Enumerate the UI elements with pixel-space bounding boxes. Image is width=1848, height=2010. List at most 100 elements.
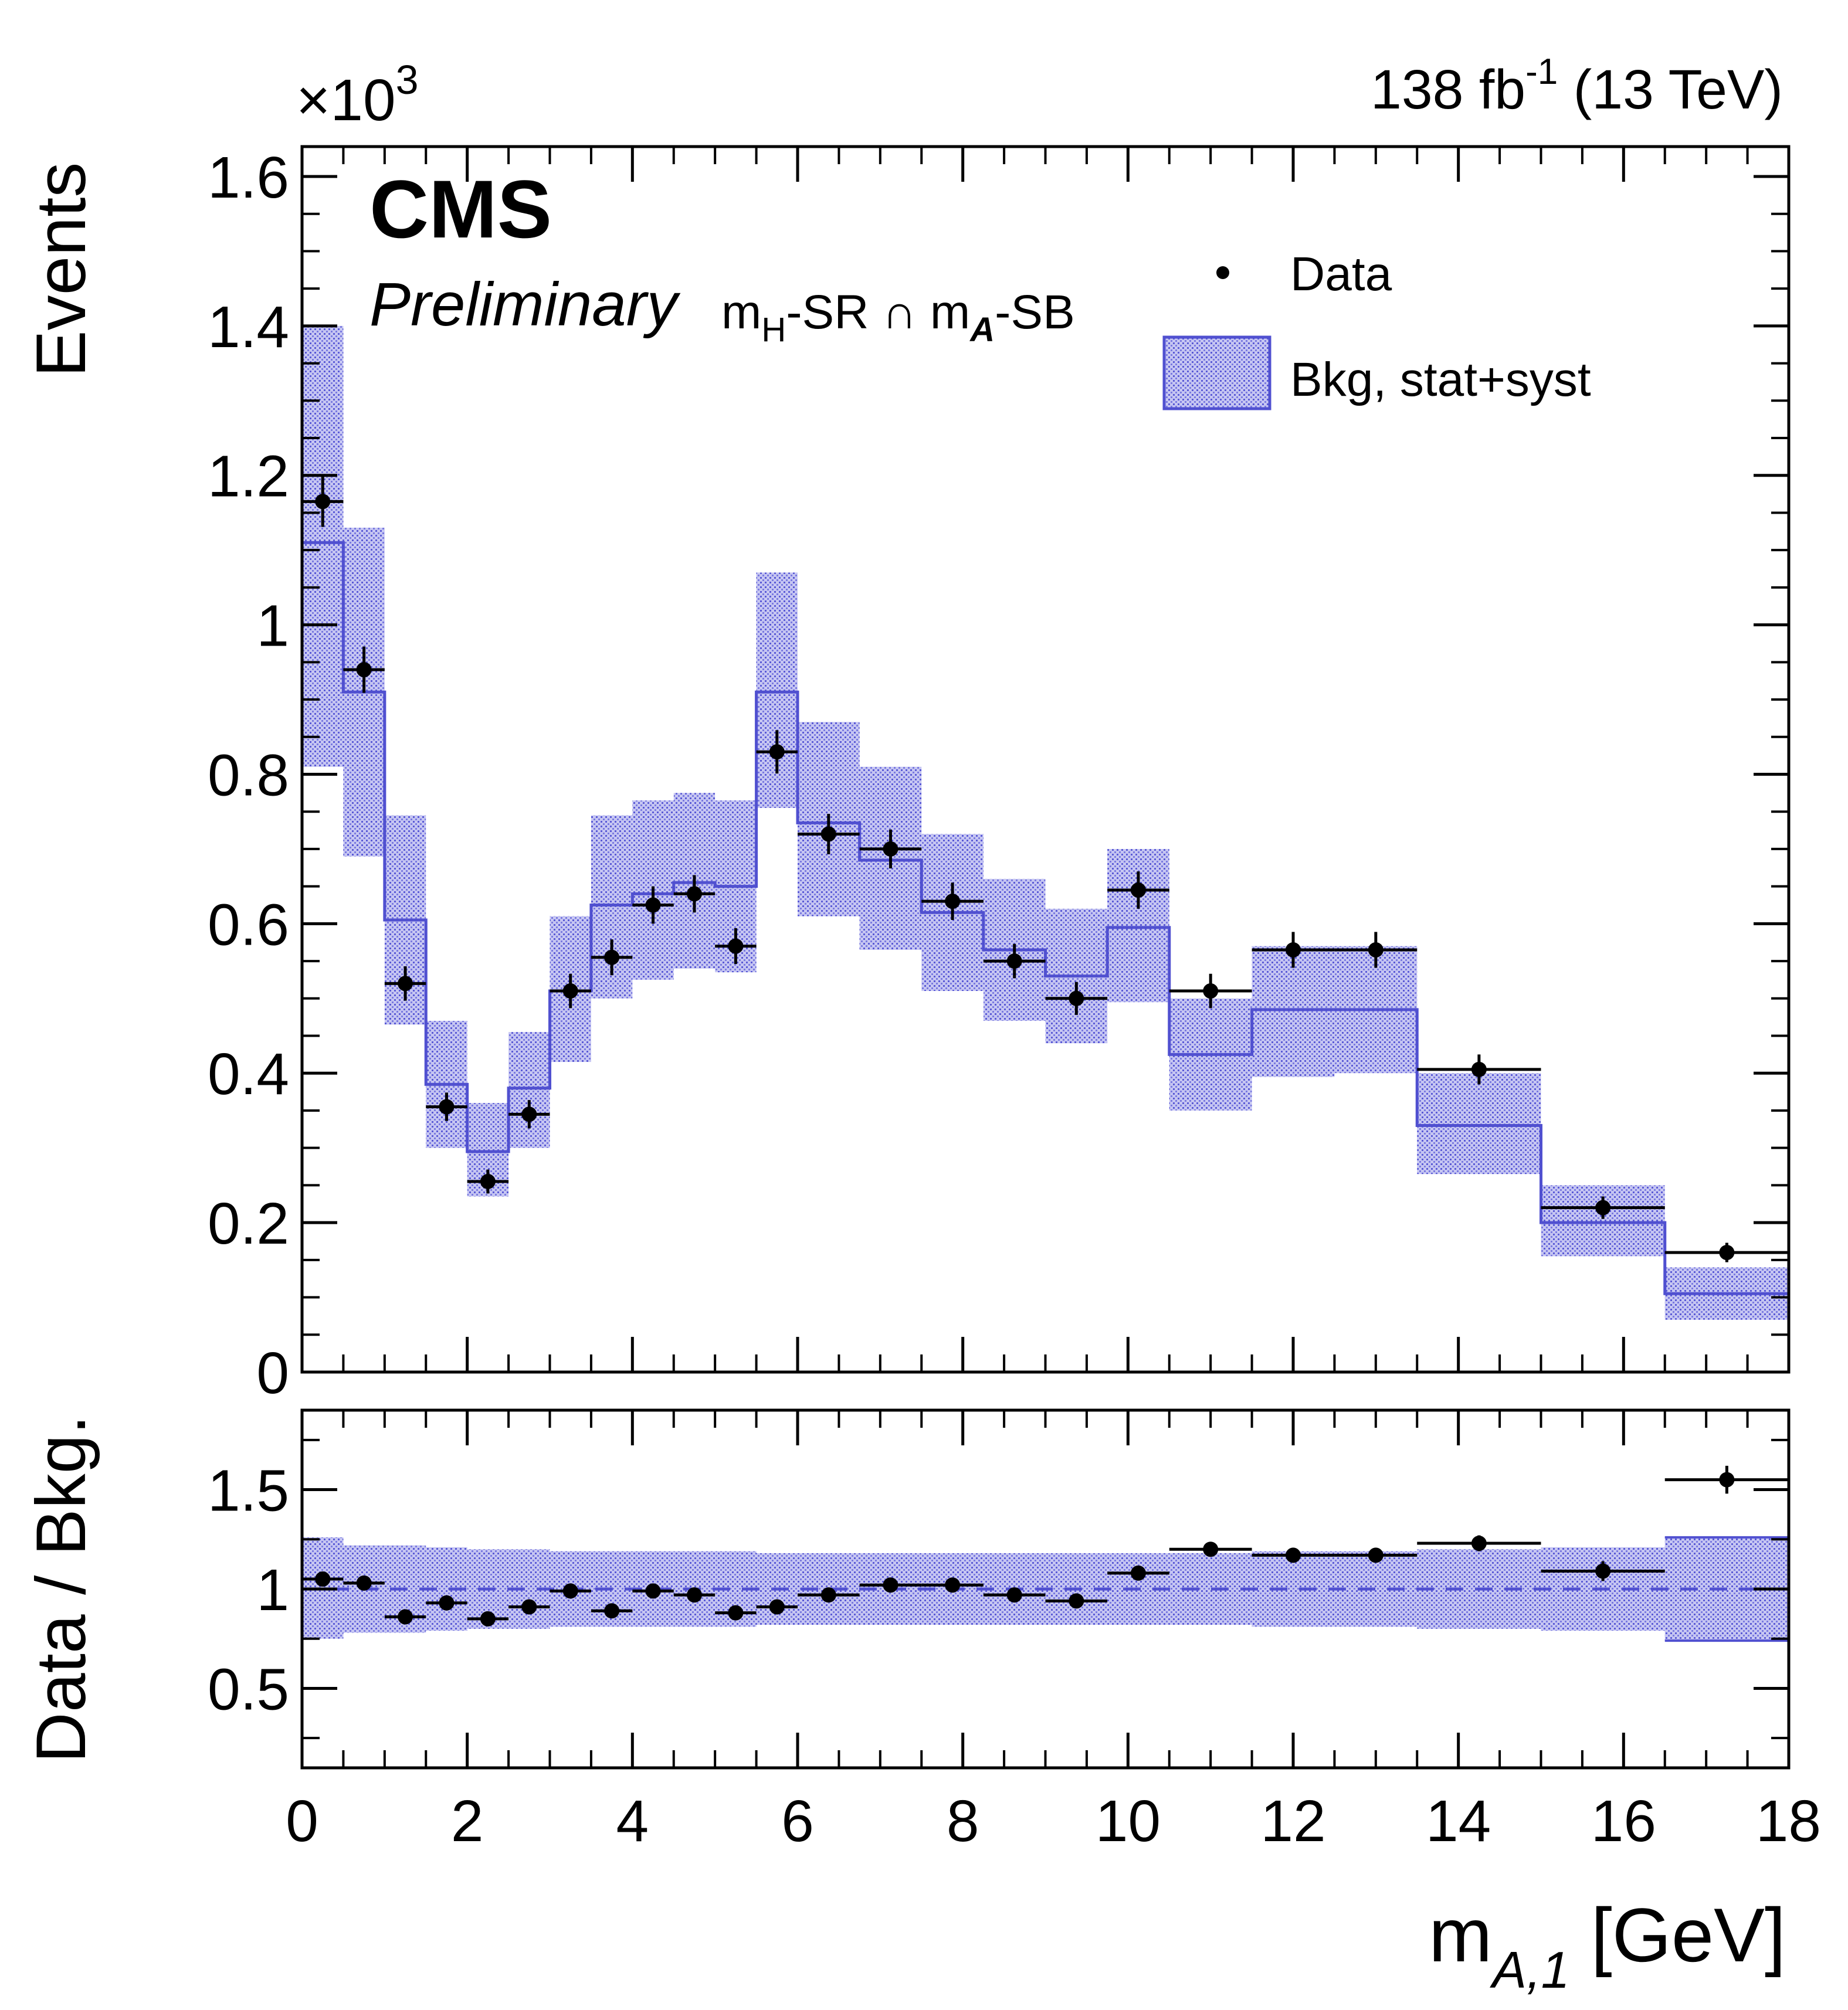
ratio-xtick-label-6: 12: [1260, 1788, 1325, 1854]
main-data-point-3: [439, 1099, 455, 1115]
x-title-unit: [GeV]: [1570, 1892, 1786, 1978]
main-ytick-label-1: 0.2: [208, 1191, 289, 1257]
ratio-y-axis-title: Data / Bkg.: [22, 1415, 100, 1763]
region-label: mH-SR ∩ mA-SB: [721, 286, 1075, 349]
main-data-point-5: [521, 1106, 537, 1122]
main-data-point-12: [820, 826, 836, 842]
main-uncertainty-band: [302, 325, 1789, 1320]
main-data-point-14: [945, 894, 961, 909]
ratio-data-point-21: [1471, 1536, 1487, 1551]
region-end: -SB: [995, 286, 1075, 339]
x-axis-title: mA,1 [GeV]: [1429, 1892, 1786, 1999]
main-ytick-label-6: 1.2: [208, 444, 289, 510]
main-ytick-label-3: 0.6: [208, 892, 289, 958]
main-data-point-21: [1471, 1061, 1487, 1077]
ratio-data-point-8: [645, 1583, 661, 1599]
ratio-xtick-label-4: 8: [947, 1788, 979, 1854]
legend-data-marker: [1216, 266, 1229, 279]
main-band-bin-0: [302, 325, 344, 767]
main-axis-ticks: 0 0.2 0.4 0.6 0.8 1 1.2 1.4 1.6: [208, 145, 1791, 1406]
main-data-point-19: [1286, 942, 1301, 958]
main-band-bin-22: [1541, 1185, 1665, 1257]
exponent-power: 3: [396, 57, 419, 103]
ratio-data-point-4: [480, 1611, 496, 1627]
y-axis-exponent: ×103: [296, 57, 419, 133]
ratio-data-point-0: [315, 1571, 331, 1587]
main-ytick-label-8: 1.6: [208, 145, 289, 210]
ratio-data-point-14: [945, 1577, 961, 1593]
main-band-bin-21: [1417, 1073, 1541, 1174]
ratio-data-point-18: [1203, 1542, 1219, 1557]
main-data-points: [302, 476, 1789, 1262]
ratio-data-point-1: [356, 1575, 372, 1591]
exponent-base: ×10: [296, 67, 396, 133]
main-data-point-8: [645, 897, 661, 913]
ratio-data-point-2: [398, 1609, 413, 1625]
ratio-data-point-13: [883, 1577, 898, 1593]
ratio-data-point-22: [1595, 1563, 1611, 1579]
ratio-xtick-label-3: 6: [781, 1788, 814, 1854]
ratio-data-point-5: [521, 1599, 537, 1615]
main-data-point-15: [1006, 953, 1022, 969]
main-data-point-9: [686, 886, 702, 902]
main-ytick-label-0: 0: [256, 1340, 289, 1406]
ratio-data-point-20: [1368, 1547, 1384, 1563]
lumi-main: 138 fb: [1371, 59, 1525, 121]
region-sub2: A: [969, 311, 995, 349]
ratio-data-point-17: [1130, 1565, 1146, 1581]
ratio-xtick-label-1: 2: [451, 1788, 484, 1854]
preliminary-label: Preliminary: [369, 270, 681, 339]
main-ytick-label-4: 0.8: [208, 742, 289, 808]
main-data-point-4: [480, 1174, 496, 1190]
region-sub1: H: [761, 311, 786, 349]
ratio-xtick-label-5: 10: [1096, 1788, 1161, 1854]
ratio-data-point-19: [1286, 1547, 1301, 1563]
ratio-data-point-3: [439, 1595, 455, 1611]
ratio-xtick-label-8: 16: [1591, 1788, 1656, 1854]
main-data-point-22: [1595, 1200, 1611, 1215]
ratio-data-point-10: [728, 1605, 744, 1621]
main-background-histogram: [302, 541, 1789, 1295]
ratio-data-point-15: [1006, 1587, 1022, 1603]
ratio-ytick-label-0: 0.5: [208, 1656, 289, 1722]
legend: Data Bkg, stat+syst: [1162, 247, 1591, 410]
main-y-axis-title: Events: [22, 162, 100, 378]
legend-bkg-label: Bkg, stat+syst: [1290, 353, 1591, 406]
main-ytick-label-7: 1.4: [208, 294, 289, 360]
lumi-energy: (13 TeV): [1558, 59, 1783, 121]
ratio-data-point-23: [1719, 1472, 1735, 1488]
main-data-point-6: [562, 983, 578, 999]
region-mid: -SR ∩ m: [786, 286, 970, 339]
main-data-point-10: [728, 938, 744, 954]
main-data-point-13: [883, 841, 898, 857]
lumi-sup: -1: [1525, 52, 1558, 92]
ratio-band-bin-18: [1169, 1553, 1252, 1625]
ratio-xtick-label-0: 0: [286, 1788, 318, 1854]
ratio-data-point-12: [820, 1587, 836, 1603]
ratio-axis-ticks: 0.5 1 1.5 0 2 4 6 8 10 12 14 16 18: [208, 1410, 1821, 1854]
main-data-point-17: [1130, 882, 1146, 898]
luminosity-label: 138 fb-1 (13 TeV): [1371, 52, 1783, 121]
ratio-data-points: [302, 1465, 1789, 1627]
ratio-xtick-label-7: 14: [1426, 1788, 1491, 1854]
legend-data-label: Data: [1290, 247, 1392, 301]
main-data-point-1: [356, 662, 372, 678]
ratio-data-point-16: [1069, 1593, 1084, 1609]
ratio-ytick-label-1: 1: [256, 1557, 289, 1623]
main-data-point-23: [1719, 1245, 1735, 1261]
main-ytick-label-5: 1: [256, 593, 289, 659]
main-bkg-step-line: [302, 541, 1789, 1295]
ratio-data-point-6: [562, 1583, 578, 1599]
ratio-data-point-9: [686, 1587, 702, 1603]
main-data-point-18: [1203, 983, 1219, 999]
main-data-point-11: [769, 744, 785, 760]
main-data-point-20: [1368, 942, 1384, 958]
x-title-sub: A,1: [1489, 1941, 1569, 1999]
ratio-xtick-label-2: 4: [616, 1788, 649, 1854]
ratio-data-point-7: [604, 1603, 620, 1619]
ratio-data-point-11: [769, 1599, 785, 1615]
main-data-point-16: [1069, 990, 1084, 1006]
x-title-main: m: [1429, 1892, 1492, 1978]
main-data-point-7: [604, 949, 620, 965]
